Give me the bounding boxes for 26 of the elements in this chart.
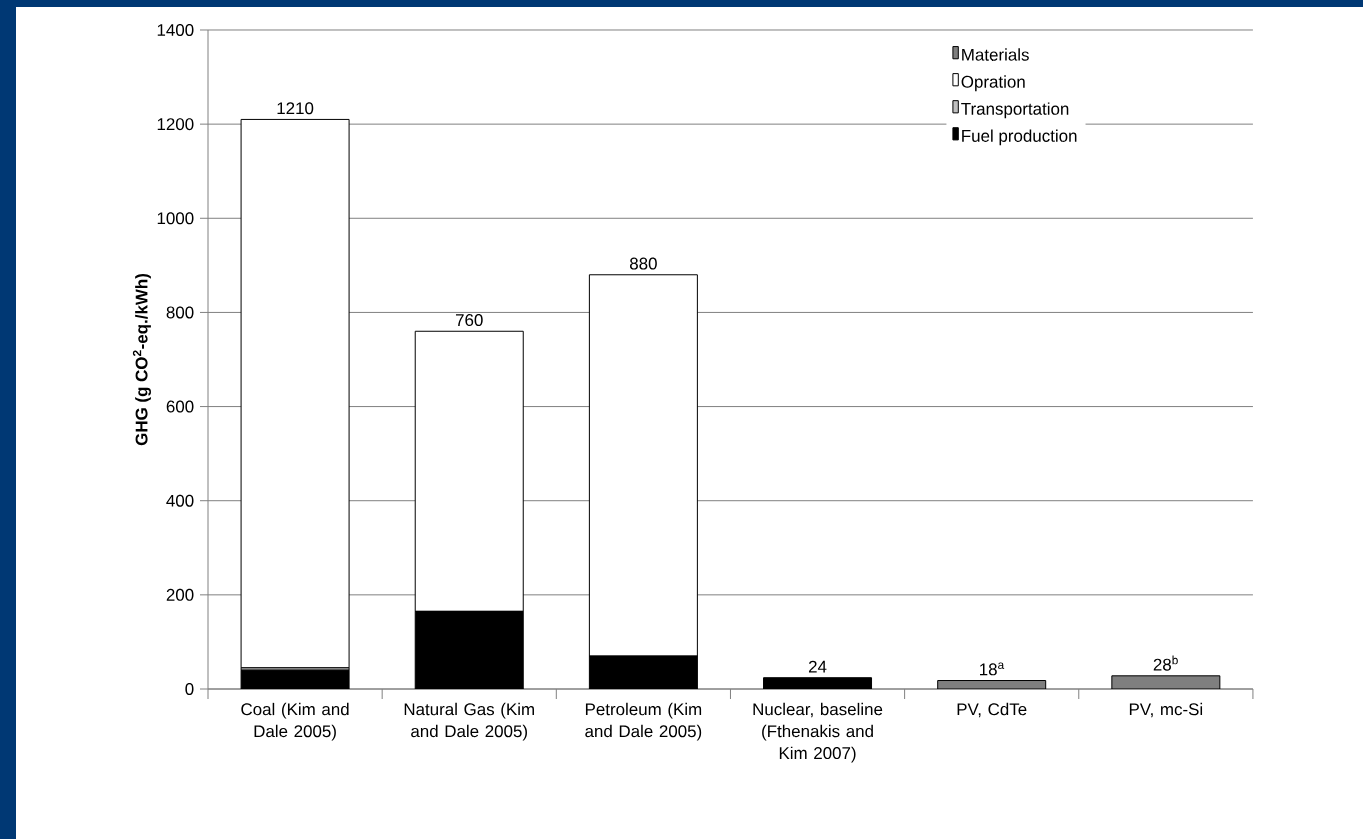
y-tick-label: 0 — [185, 683, 194, 695]
y-tick-label: 1400 — [157, 23, 194, 36]
y-tick-label: 400 — [166, 494, 194, 507]
legend-label: Fuel production — [962, 129, 1077, 146]
total-label: 760 — [455, 314, 483, 327]
y-tick-label: 1000 — [157, 212, 194, 225]
total-label: 1210 — [277, 102, 314, 115]
y-tick-label: 600 — [166, 400, 194, 413]
legend-label: Transportation — [961, 102, 1069, 119]
y-tick-label: 800 — [166, 306, 194, 319]
bar — [240, 118, 350, 669]
y-axis-title: GHG (g CO$^{2}$-eq./kWh) — [132, 273, 151, 446]
total-label: 18$^{a}$ — [980, 662, 1005, 676]
legend-label: Materials — [962, 48, 1029, 61]
x-tick-label: Petroleum (Kim and Dale 2005) — [585, 702, 702, 741]
x-tick-label: Coal (Kim and Dale 2005) — [241, 702, 349, 741]
total-label: 880 — [629, 257, 657, 270]
total-label: 28$^{b}$ — [1153, 655, 1178, 671]
x-tick-label: Natural Gas (Kim and Dale 2005) — [404, 702, 534, 741]
legend-label: Opration — [961, 75, 1025, 92]
x-tick-label: PV, CdTe — [957, 702, 1027, 718]
y-tick-label: 1200 — [157, 118, 194, 131]
y-tick-label: 200 — [166, 588, 194, 601]
x-tick-label: PV, mc-Si — [1129, 702, 1203, 718]
total-label: 24 — [808, 660, 827, 673]
x-tick-label: Nuclear, baseline (Fthenakis and Kim 2007) — [753, 702, 883, 763]
